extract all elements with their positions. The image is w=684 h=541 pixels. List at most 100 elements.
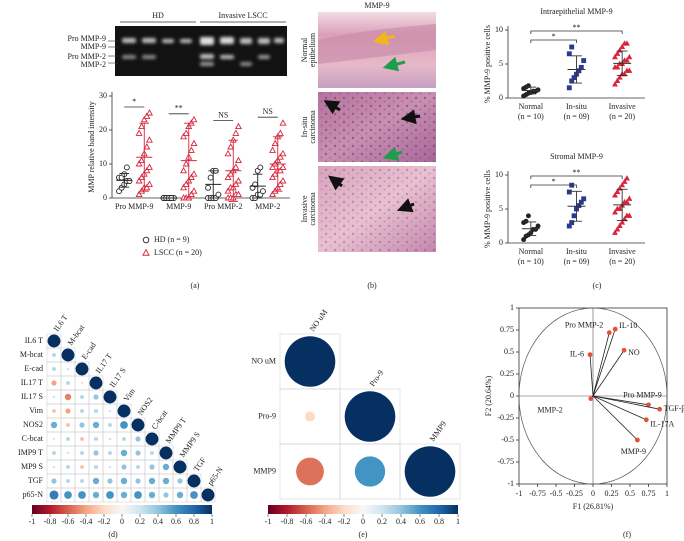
data-point [145, 163, 153, 170]
x-tick-label: -0.5 [550, 489, 563, 498]
correlation-circle [92, 421, 100, 429]
data-point [626, 212, 633, 218]
colorbar-tick-label: -1 [29, 517, 36, 526]
x-tick-label: Pro MMP-2 [204, 202, 242, 211]
x-tick-note: (n = 20) [609, 257, 635, 266]
histology-title: MMP-9 [364, 1, 389, 10]
y-tick-label: 0 [103, 193, 107, 202]
significance-bracket [530, 175, 623, 179]
gel-image [108, 21, 287, 76]
point-label: MMP-9 [621, 447, 646, 456]
x-tick-label: In-situ [566, 102, 587, 111]
correlation-circle [354, 456, 386, 487]
data-point [269, 163, 277, 170]
significance-label: ** [175, 104, 183, 113]
data-point [619, 43, 626, 50]
data-point [569, 220, 575, 226]
correlation-circle [66, 423, 70, 427]
data-point [187, 173, 195, 181]
data-point [612, 209, 618, 215]
gel-band-label: MMP-2 [81, 60, 106, 69]
data-point [271, 170, 279, 177]
data-point [614, 188, 621, 195]
y-tick-label: -0.5 [501, 435, 514, 444]
histology-row-label: carcinoma [308, 110, 317, 144]
row-label: TGF [28, 476, 44, 485]
row-label: MMP9 [253, 466, 276, 475]
row-label: Vim [29, 406, 44, 415]
colorbar-tick-label: 0.6 [171, 517, 181, 526]
data-point [232, 180, 240, 187]
correlation-circle [131, 418, 145, 432]
data-point [612, 53, 618, 60]
histology-row-label: Normal [300, 37, 309, 62]
diagonal-label: M-bcat [66, 322, 87, 347]
data-point [612, 229, 618, 235]
data-point [138, 156, 146, 164]
correlation-circle [51, 478, 57, 484]
x-tick-label: -0.75 [529, 489, 546, 498]
data-point [581, 58, 587, 64]
row-label: E-cad [24, 364, 43, 373]
data-point [616, 74, 623, 80]
correlation-circle [149, 464, 155, 470]
correlation-circle [344, 391, 396, 442]
diagonal-label: E-cad [80, 341, 98, 361]
x-tick-label: Invasive [609, 102, 637, 111]
colorbar [32, 505, 212, 514]
correlation-circle [135, 450, 141, 456]
data-point [215, 191, 222, 198]
correlation-circle [51, 380, 57, 386]
diagonal-label: p65-N [206, 465, 225, 487]
data-point [190, 170, 198, 177]
y-tick-label: 0 [499, 93, 503, 102]
correlation-circle [108, 437, 112, 441]
correlation-circle [108, 409, 112, 413]
correlation-circle [92, 491, 100, 499]
correlation-circle [52, 451, 56, 455]
correlation-circle [79, 422, 85, 428]
y-tick-label: -0.75 [497, 457, 514, 466]
correlation-circle [65, 408, 71, 414]
data-point [626, 53, 633, 60]
colorbar-tick-label: -0.6 [300, 517, 313, 526]
data-point [205, 184, 211, 191]
data-point [566, 51, 572, 57]
data-point [143, 183, 151, 191]
data-point [619, 181, 626, 188]
diagonal-label: Pro-9 [368, 368, 386, 388]
data-point [143, 112, 151, 119]
correlation-circle [162, 463, 170, 471]
data-point [626, 195, 633, 201]
data-point [535, 87, 541, 93]
data-point [180, 132, 188, 140]
loading-point [657, 406, 662, 412]
correlation-circle [135, 478, 141, 484]
y-tick-label: 20 [99, 125, 107, 134]
data-point [271, 139, 279, 147]
correlation-circle [49, 490, 59, 500]
point-label: Pro MMP-9 [623, 391, 661, 400]
data-point [571, 213, 577, 219]
correlation-circle [50, 421, 58, 429]
data-point [180, 166, 188, 174]
x-tick-label: 1 [665, 489, 669, 498]
loading-point [635, 437, 640, 443]
panel-label: (f) [623, 530, 631, 539]
colorbar-tick-label: 0.8 [434, 517, 444, 526]
correlation-circle [89, 376, 103, 390]
correlation-circle [52, 353, 56, 357]
x-tick-note: (n = 09) [564, 112, 590, 121]
loading-vector [592, 332, 610, 397]
diagonal-label: MMP9 [428, 419, 448, 443]
data-point [135, 129, 143, 136]
correlation-circle [52, 437, 56, 441]
diagonal-label: MMP9 T [164, 416, 188, 445]
point-label: MMP-2 [537, 405, 562, 414]
colorbar-tick-label: 1 [456, 517, 460, 526]
y-tick-label: 10 [495, 170, 503, 179]
x-axis-label: F1 (26.81%) [573, 502, 614, 511]
data-point [624, 198, 630, 205]
diagonal-label: MMP9 S [178, 430, 202, 459]
correlation-circle [148, 477, 156, 485]
